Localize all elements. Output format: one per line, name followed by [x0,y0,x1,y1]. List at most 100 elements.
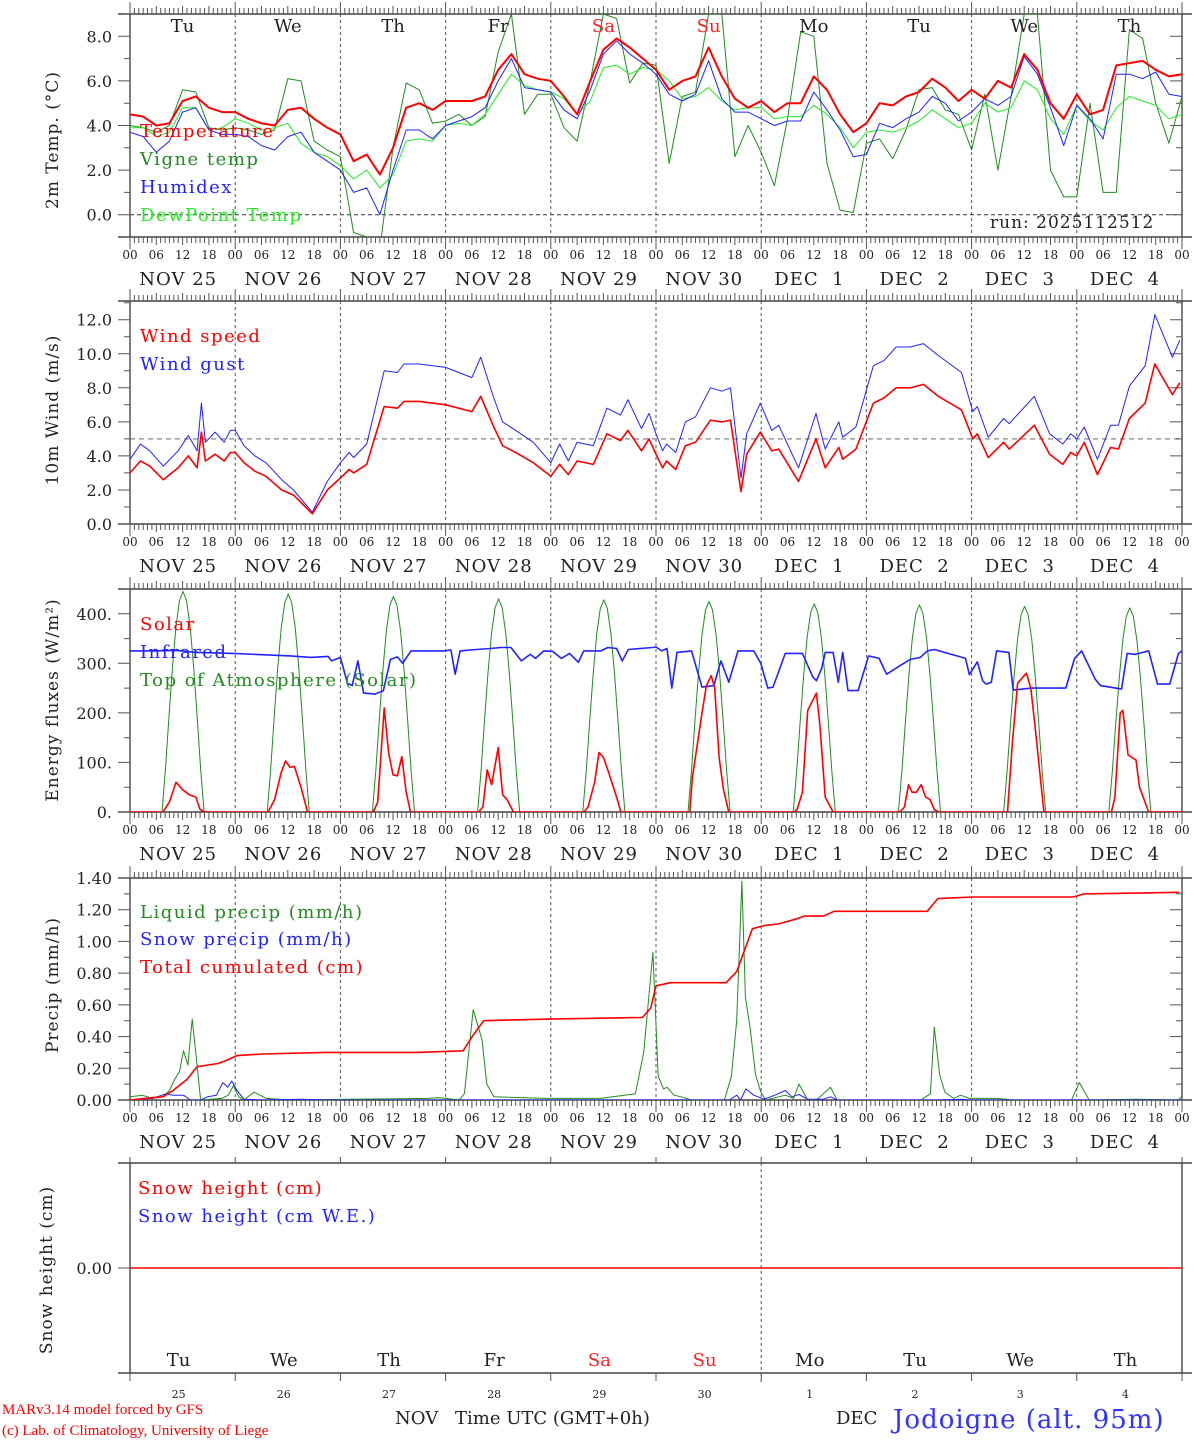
x-hour-label: 06 [990,248,1005,262]
x-date-label: NOV 29 [560,556,638,577]
x-hour-label: 18 [201,1111,216,1125]
y-axis-label: 10m Wind (m/s) [43,335,63,486]
x-hour-label: 12 [280,535,295,549]
legend-entry: Snow precip (mm/h) [140,929,353,950]
x-hour-label: 12 [175,535,190,549]
x-date-label: DEC 3 [985,269,1055,290]
y-tick-label: 0.00 [76,1091,112,1110]
weekday-label-top: Tu [171,16,195,37]
weekday-label-bottom: Tu [167,1350,191,1371]
x-hour-label: 12 [596,1111,611,1125]
x-hour-label: 12 [385,535,400,549]
x-hour-label: 00 [964,248,979,262]
series-total-cumulated-cm [130,891,1180,1100]
x-date-label: NOV 30 [665,1132,743,1153]
x-date-label: NOV 29 [560,844,638,865]
x-hour-label: 18 [938,535,953,549]
weekday-label-top: We [274,16,302,37]
x-hour-label: 12 [175,1111,190,1125]
x-hour-label: 12 [280,1111,295,1125]
x-hour-label: 06 [464,248,479,262]
x-hour-label: 00 [754,535,769,549]
x-hour-label: 06 [359,1111,374,1125]
y-axis-ticks [118,588,1182,813]
x-date-label: DEC 1 [774,844,844,865]
weekday-label-top: We [1010,16,1038,37]
day-number-label: 3 [1017,1388,1024,1401]
x-hour-label: 06 [149,1111,164,1125]
x-hour-label: 06 [885,823,900,837]
x-hour-label: 06 [990,1111,1005,1125]
series-top-of-atmosphere-solar [130,591,1182,812]
x-hour-label: 00 [333,248,348,262]
x-hour-label: 12 [385,248,400,262]
x-hour-label: 12 [1122,248,1137,262]
y-axis-label: 2m Temp. (°C) [43,71,63,209]
x-hour-label: 12 [280,823,295,837]
series-group [130,880,1182,1100]
x-hour-label: 00 [122,823,137,837]
y-tick-label: 1.20 [76,901,112,920]
x-hour-label: 06 [464,535,479,549]
x-hour-label: 18 [1043,248,1058,262]
x-hour-label: 06 [569,1111,584,1125]
day-number-label: 25 [172,1388,186,1401]
y-axis-ticks [118,302,1182,525]
y-tick-label: 12.0 [76,311,112,330]
x-date-label: DEC 4 [1090,269,1160,290]
x-hour-label: 12 [175,248,190,262]
x-hour-label: 00 [438,1111,453,1125]
x-hour-label: 06 [464,823,479,837]
x-hour-label: 06 [1095,248,1110,262]
weekday-label-top: Th [1118,16,1142,37]
y-tick-label: 8.0 [87,379,112,398]
x-hour-label: 06 [780,823,795,837]
x-hour-label: 00 [754,1111,769,1125]
x-hour-label: 12 [596,248,611,262]
x-hour-label: 00 [1174,823,1189,837]
weekday-label-top: Su [697,16,721,37]
x-hour-label: 18 [201,823,216,837]
x-date-label: NOV 25 [139,269,217,290]
x-hour-label: 18 [832,248,847,262]
weekday-label-top: Tu [907,16,931,37]
lab-credit: (c) Lab. of Climatology, University of L… [2,1423,269,1439]
x-hour-label: 18 [727,1111,742,1125]
x-date-label: NOV 26 [245,844,323,865]
x-hour-label: 18 [938,1111,953,1125]
legend-entry: Temperature [140,121,274,142]
y-tick-label: 0.0 [87,206,112,225]
x-date-label: NOV 29 [560,269,638,290]
panel-3: 0. 100. 200. 300. 400. 00 06 12 18 00 06 12 18 00 06 12… [43,577,1192,865]
x-hour-label: 18 [1148,248,1163,262]
x-hour-label: 18 [1043,1111,1058,1125]
x-date-label: DEC 4 [1090,556,1160,577]
x-hour-label: 12 [806,823,821,837]
x-date-label: DEC 4 [1090,1132,1160,1153]
x-hour-label: 06 [359,248,374,262]
x-hour-label: 12 [806,1111,821,1125]
series-temperature [130,37,1182,176]
x-hour-label: 00 [964,535,979,549]
x-hour-label: 06 [254,248,269,262]
x-hour-label: 18 [517,823,532,837]
x-hour-label: 00 [543,823,558,837]
x-hour-label: 18 [201,248,216,262]
x-hour-label: 00 [543,248,558,262]
month-label-dec: DEC [836,1408,877,1429]
x-date-label: NOV 28 [455,1132,533,1153]
x-hour-label: 00 [122,535,137,549]
x-axis-ticks [129,577,1183,824]
x-axis-ticks [129,289,1183,536]
series-snow-precip-mm-h [130,1080,1182,1100]
x-axis-ticks [129,2,1183,249]
x-hour-label: 00 [1174,248,1189,262]
x-hour-label: 12 [701,248,716,262]
legend-entry: DewPoint Temp [140,205,302,226]
x-hour-label: 18 [727,535,742,549]
legend-entry: Top of Atmosphere (Solar) [140,670,418,691]
y-tick-label: 0. [97,803,112,822]
x-hour-label: 12 [701,535,716,549]
y-axis-label: Energy fluxes (W/m²) [43,598,63,801]
x-hour-label: 00 [859,248,874,262]
